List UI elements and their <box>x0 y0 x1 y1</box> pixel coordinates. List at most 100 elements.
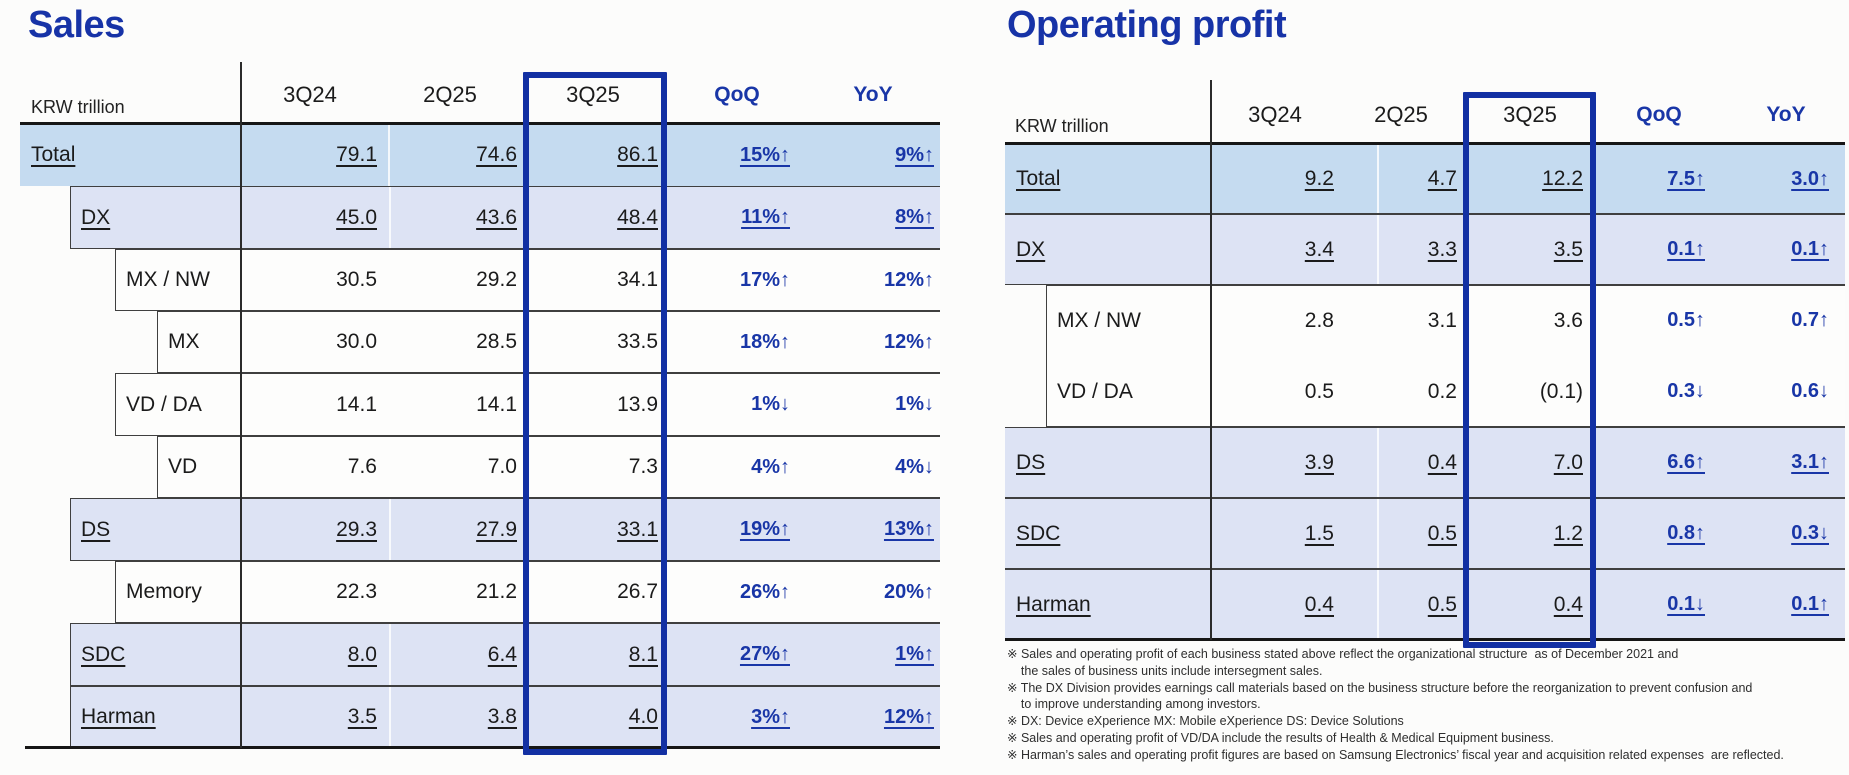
row-band-harman <box>1005 569 1845 640</box>
cell-mx-nw-2q25: 29.2 <box>476 268 517 291</box>
cell-total-yoy: 9%↑ <box>895 143 934 166</box>
cell-harman-yoy: 0.1↑ <box>1791 593 1829 615</box>
cell-vd-qoq: 4%↑ <box>751 455 790 478</box>
stub-divider <box>240 62 242 748</box>
cell-mx-nw-qoq: 17%↑ <box>739 268 790 291</box>
cell-total-yoy: 3.0↑ <box>1791 167 1829 190</box>
cell-sdc-2q25: 6.4 <box>487 642 517 666</box>
cell-mx-nw-3q25: 34.1 <box>617 268 658 291</box>
row-band-ds <box>70 498 940 561</box>
cell-harman-2q25: 3.8 <box>487 705 517 728</box>
cell-dx-qoq: 0.1↑ <box>1667 238 1705 260</box>
cell-ds-qoq: 6.6↑ <box>1667 451 1705 473</box>
cell-harman-3q24: 3.5 <box>347 705 377 728</box>
profit-highlight-box-3q25 <box>1463 92 1596 648</box>
row-band-mx-nw <box>1046 285 1845 427</box>
col-header-yoy: YoY <box>1766 103 1806 126</box>
cell-vd-da-3q24: 0.5 <box>1304 379 1334 403</box>
operating-profit-title: Operating profit <box>1007 4 1287 46</box>
column-separator <box>389 499 391 560</box>
sales-highlight-box-3q25 <box>523 72 667 755</box>
cell-sdc-qoq: 0.8↑ <box>1667 522 1705 544</box>
cell-vd-yoy: 4%↓ <box>895 455 934 478</box>
row-label-vd-da: VD / DA <box>1057 379 1133 403</box>
cell-vd-da-yoy: 0.6↓ <box>1791 380 1829 402</box>
column-separator <box>389 624 391 685</box>
row-label-vd: VD <box>168 455 198 478</box>
row-band-sdc <box>70 623 940 686</box>
cell-harman-2q25: 0.5 <box>1427 592 1457 616</box>
column-separator <box>388 124 390 186</box>
sales-unit-label: KRW trillion <box>31 97 125 117</box>
cell-dx-3q25: 48.4 <box>617 205 658 229</box>
footnote-3: ※ DX: Device eXperience MX: Mobile eXper… <box>1007 714 1404 729</box>
cell-vd-3q25: 7.3 <box>628 455 658 478</box>
cell-vd-da-qoq: 0.3↓ <box>1667 380 1705 402</box>
cell-ds-yoy: 13%↑ <box>883 518 934 540</box>
cell-vd-da-yoy: 1%↓ <box>895 393 934 415</box>
cell-ds-3q24: 3.9 <box>1304 450 1334 474</box>
cell-harman-3q25: 4.0 <box>628 705 658 728</box>
row-label-total: Total <box>31 143 76 166</box>
cell-dx-3q24: 45.0 <box>336 205 377 229</box>
cell-vd-da-2q25: 0.2 <box>1427 379 1457 403</box>
column-separator <box>1377 145 1379 213</box>
profit-unit-label: KRW trillion <box>1015 116 1109 136</box>
cell-sdc-yoy: 0.3↓ <box>1791 522 1829 544</box>
cell-ds-2q25: 27.9 <box>476 517 517 541</box>
header-rule <box>20 122 940 125</box>
row-label-ds: DS <box>1016 450 1046 474</box>
cell-sdc-2q25: 0.5 <box>1427 521 1457 545</box>
row-label-total: Total <box>1016 167 1061 190</box>
cell-total-2q25: 4.7 <box>1427 167 1457 190</box>
row-label-mx-nw: MX / NW <box>126 268 210 291</box>
cell-dx-yoy: 0.1↑ <box>1791 238 1829 260</box>
cell-ds-3q25: 7.0 <box>1553 450 1583 474</box>
cell-memory-2q25: 21.2 <box>476 580 517 603</box>
cell-vd-3q24: 7.6 <box>347 455 377 478</box>
row-label-dx: DX <box>1016 237 1046 261</box>
column-separator <box>1377 499 1379 568</box>
cell-mx-3q25: 33.5 <box>617 330 658 353</box>
cell-dx-2q25: 3.3 <box>1427 237 1457 261</box>
cell-mx-nw-2q25: 3.1 <box>1427 308 1457 332</box>
row-label-vd-da: VD / DA <box>126 392 202 416</box>
column-separator <box>1377 570 1379 639</box>
col-header-qoq: QoQ <box>714 83 760 106</box>
cell-memory-3q24: 22.3 <box>336 580 377 603</box>
cell-sdc-3q25: 1.2 <box>1553 521 1583 545</box>
cell-ds-3q24: 29.3 <box>336 517 377 541</box>
row-band-dx <box>70 186 940 249</box>
cell-total-3q24: 9.2 <box>1304 167 1334 190</box>
cell-mx-nw-3q25: 3.6 <box>1553 308 1583 332</box>
row-label-harman: Harman <box>1016 592 1091 616</box>
footnote-4: ※ Sales and operating profit of VD/DA in… <box>1007 730 1554 745</box>
cell-ds-qoq: 19%↑ <box>739 518 790 540</box>
header-rule <box>1005 142 1845 145</box>
col-header-3q24: 3Q24 <box>1248 102 1302 127</box>
cell-total-qoq: 7.5↑ <box>1667 167 1705 190</box>
row-band-dx <box>1005 214 1845 285</box>
col-header-3q25: 3Q25 <box>566 82 620 107</box>
row-band-total <box>1005 144 1845 214</box>
col-header-qoq: QoQ <box>1636 103 1682 126</box>
col-header-3q24: 3Q24 <box>283 82 337 107</box>
cell-mx-2q25: 28.5 <box>476 330 517 353</box>
cell-sdc-yoy: 1%↑ <box>895 643 934 665</box>
stub-divider <box>1210 80 1212 640</box>
col-header-2q25: 2Q25 <box>1374 102 1428 127</box>
cell-mx-nw-qoq: 0.5↑ <box>1667 309 1705 331</box>
row-band-total <box>20 124 940 186</box>
cell-ds-3q25: 33.1 <box>617 517 658 541</box>
cell-memory-qoq: 26%↑ <box>739 580 790 603</box>
cell-dx-3q24: 3.4 <box>1304 237 1334 261</box>
cell-dx-2q25: 43.6 <box>476 205 517 229</box>
row-band-harman <box>70 686 940 748</box>
cell-mx-yoy: 12%↑ <box>883 330 934 353</box>
row-band-mx <box>157 311 940 373</box>
col-header-2q25: 2Q25 <box>423 82 477 107</box>
cell-total-3q25: 86.1 <box>617 143 658 166</box>
cell-sdc-3q25: 8.1 <box>628 642 658 666</box>
footnote-2: ※ The DX Division provides earnings call… <box>1007 680 1753 712</box>
